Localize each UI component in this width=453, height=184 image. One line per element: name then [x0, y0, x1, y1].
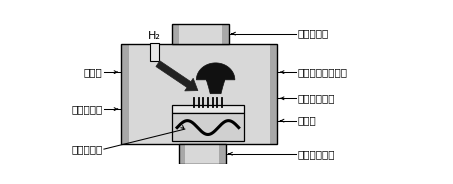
Bar — [270, 44, 277, 144]
Bar — [121, 44, 129, 144]
Bar — [172, 105, 244, 113]
Bar — [129, 44, 270, 144]
Text: 石墨加热器: 石墨加热器 — [71, 144, 102, 154]
Text: 处理室: 处理室 — [84, 67, 102, 77]
Text: 接抽真空系统: 接抽真空系统 — [298, 149, 336, 159]
Polygon shape — [196, 63, 235, 94]
Text: H₂: H₂ — [148, 31, 161, 41]
Bar — [172, 113, 244, 141]
Text: 碳纳米管阵列: 碳纳米管阵列 — [298, 93, 336, 103]
Bar — [219, 144, 226, 164]
Bar — [178, 144, 226, 164]
Text: 石墨样品台: 石墨样品台 — [71, 104, 102, 114]
Bar — [172, 24, 178, 44]
Bar — [178, 144, 185, 164]
Bar — [121, 44, 277, 144]
Polygon shape — [156, 61, 198, 91]
Bar — [172, 24, 229, 44]
Bar — [185, 144, 219, 164]
Bar — [178, 24, 222, 44]
Bar — [222, 24, 229, 44]
Bar — [150, 43, 159, 61]
Text: 等离子体辉光区域: 等离子体辉光区域 — [298, 67, 348, 77]
Text: 接微波系统: 接微波系统 — [298, 29, 329, 39]
Text: 冷却水: 冷却水 — [298, 116, 317, 126]
